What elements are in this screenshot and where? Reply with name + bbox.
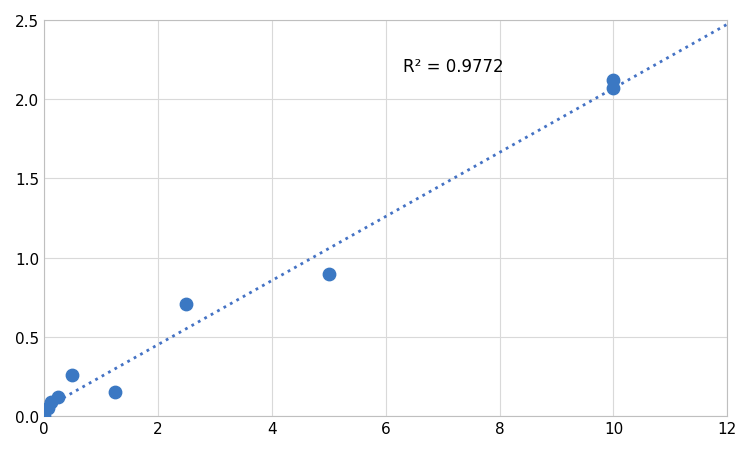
Point: [608, 78, 620, 85]
Point: [66, 372, 78, 379]
Text: R² = 0.9772: R² = 0.9772: [403, 58, 503, 75]
Point: [323, 270, 335, 277]
Point: [180, 300, 193, 308]
Point: [41, 405, 53, 412]
Point: [109, 389, 121, 396]
Point: [608, 85, 620, 92]
Point: [52, 394, 64, 401]
Point: [38, 413, 50, 420]
Point: [45, 398, 57, 405]
